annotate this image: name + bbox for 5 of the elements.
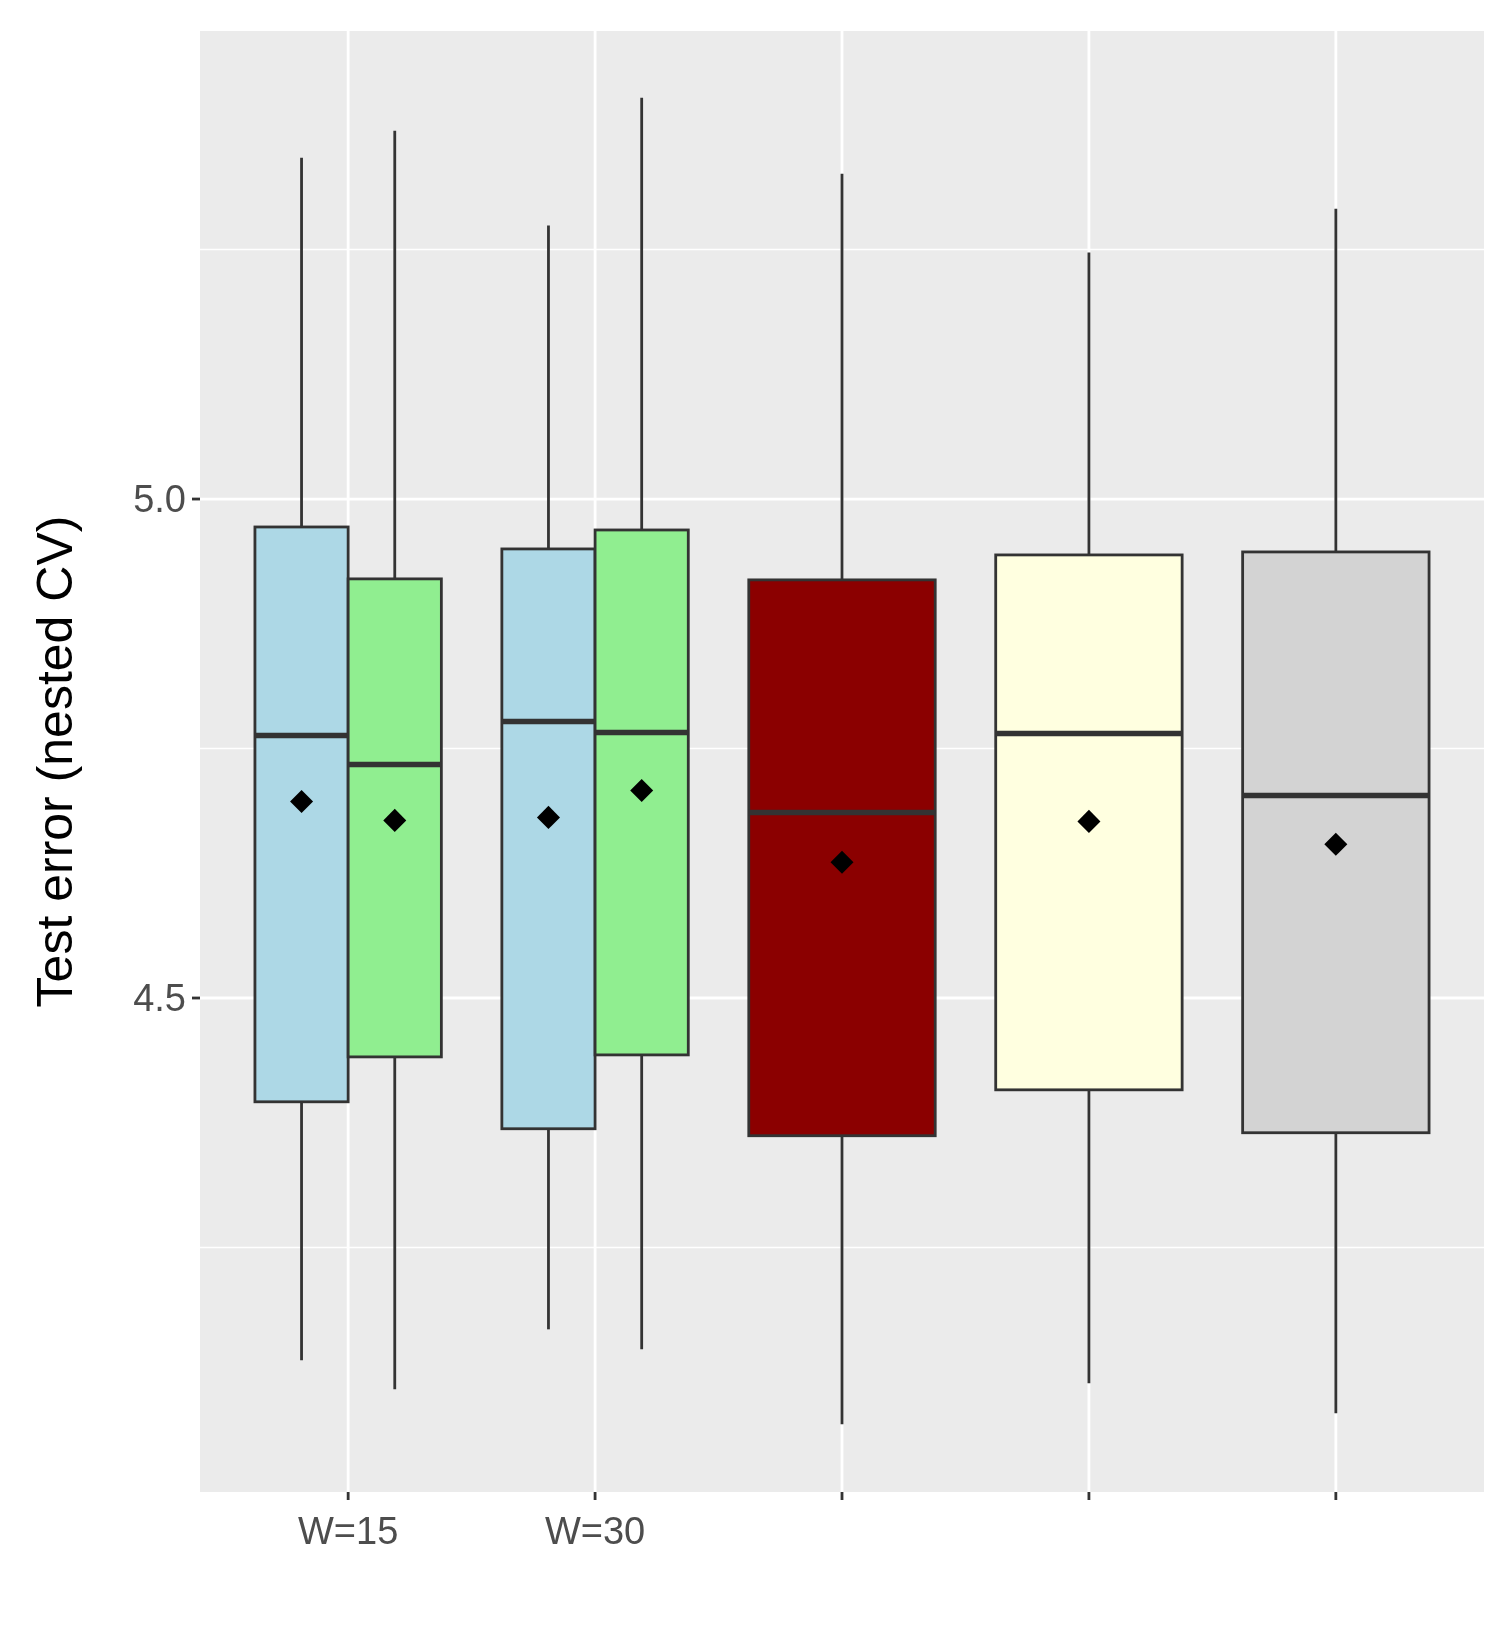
y-tick-label: 5.0 <box>133 478 186 521</box>
y-axis-title: Test error (nested CV) <box>27 515 83 1008</box>
x-tick-label: W=15 <box>297 1510 399 1552</box>
x-tick-label: W=30 <box>544 1510 646 1552</box>
y-tick-label: 4.5 <box>133 977 186 1020</box>
